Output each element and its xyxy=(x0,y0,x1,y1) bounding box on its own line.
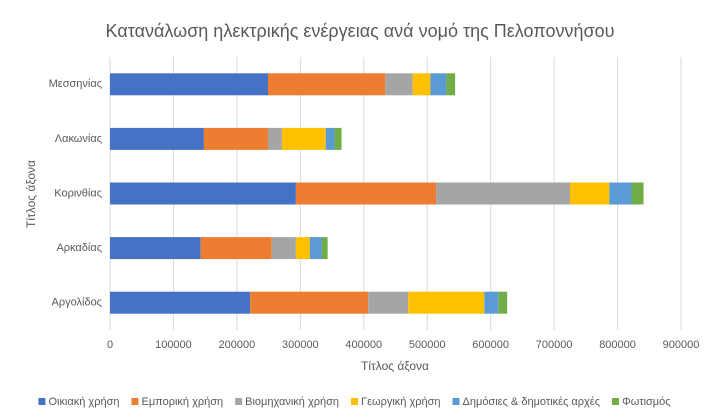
legend-swatch xyxy=(38,398,46,405)
x-tick-label: 0 xyxy=(107,339,113,351)
legend-label: Φωτισμός xyxy=(622,396,671,408)
bar-segment xyxy=(267,73,386,96)
bar-segment xyxy=(203,127,268,150)
bar-segment xyxy=(385,73,413,96)
bar-segment xyxy=(436,182,570,205)
x-tick-label: 600000 xyxy=(472,339,509,351)
bar-segment xyxy=(569,182,610,205)
y-tick-label: Αργολίδος xyxy=(52,297,103,309)
legend-label: Δημόσιες & δημοτικές αρχές xyxy=(463,396,601,408)
bar-segment xyxy=(110,182,296,205)
bar-segment xyxy=(271,237,296,260)
x-tick-label: 400000 xyxy=(345,339,382,351)
bar-segment xyxy=(498,291,508,314)
bar-segment xyxy=(110,237,201,260)
bar-segment xyxy=(321,237,328,260)
bar-segment xyxy=(631,182,644,205)
y-tick-label: Μεσσηνίας xyxy=(49,78,102,90)
bar-segment xyxy=(267,127,282,150)
x-axis-title: Τίτλος άξονα xyxy=(361,359,429,373)
bar-segment xyxy=(281,127,326,150)
bar-segment xyxy=(309,237,322,260)
x-tick-label: 200000 xyxy=(219,339,256,351)
bar-segment xyxy=(446,73,456,96)
x-tick-label: 800000 xyxy=(599,339,636,351)
bar-segment xyxy=(334,127,342,150)
bar-segment xyxy=(368,291,409,314)
y-tick-label: Αρκαδίας xyxy=(56,242,102,254)
x-tick-label: 700000 xyxy=(536,339,573,351)
bar-segment xyxy=(200,237,272,260)
bar-segment xyxy=(295,182,437,205)
bar-segment xyxy=(110,127,204,150)
legend-swatch xyxy=(351,398,359,405)
bar-segment xyxy=(325,127,335,150)
bar-segment xyxy=(430,73,447,96)
legend-label: Βιομηχανική χρήση xyxy=(245,396,339,408)
bar-segment xyxy=(408,291,485,314)
bar-segment xyxy=(110,291,251,314)
bar-segment xyxy=(250,291,369,314)
legend-swatch xyxy=(235,398,243,405)
bar-segment xyxy=(609,182,632,205)
legend-label: Οικιακή χρήση xyxy=(48,396,119,408)
bar-segment xyxy=(484,291,499,314)
y-tick-label: Λακωνίας xyxy=(55,133,102,145)
legend-label: Γεωργική χρήση xyxy=(361,396,440,408)
bar-segment xyxy=(412,73,431,96)
x-tick-label: 100000 xyxy=(155,339,192,351)
x-tick-label: 500000 xyxy=(409,339,446,351)
x-tick-label: 900000 xyxy=(663,339,700,351)
y-axis-title: Τίτλος άξονα xyxy=(24,160,38,228)
legend-swatch xyxy=(131,398,139,405)
legend-swatch xyxy=(452,398,460,405)
chart-title: Κατανάλωση ηλεκτρικής ενέργειας ανά νομό… xyxy=(106,21,615,41)
bar-segment xyxy=(110,73,268,96)
y-tick-label: Κορινθίας xyxy=(54,187,102,199)
legend-swatch xyxy=(612,398,620,405)
bar-segment xyxy=(295,237,310,260)
x-tick-label: 300000 xyxy=(282,339,319,351)
legend-label: Εμπορική χρήση xyxy=(141,396,223,408)
